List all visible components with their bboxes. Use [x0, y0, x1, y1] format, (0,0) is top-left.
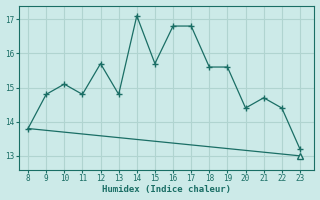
X-axis label: Humidex (Indice chaleur): Humidex (Indice chaleur)	[102, 185, 231, 194]
